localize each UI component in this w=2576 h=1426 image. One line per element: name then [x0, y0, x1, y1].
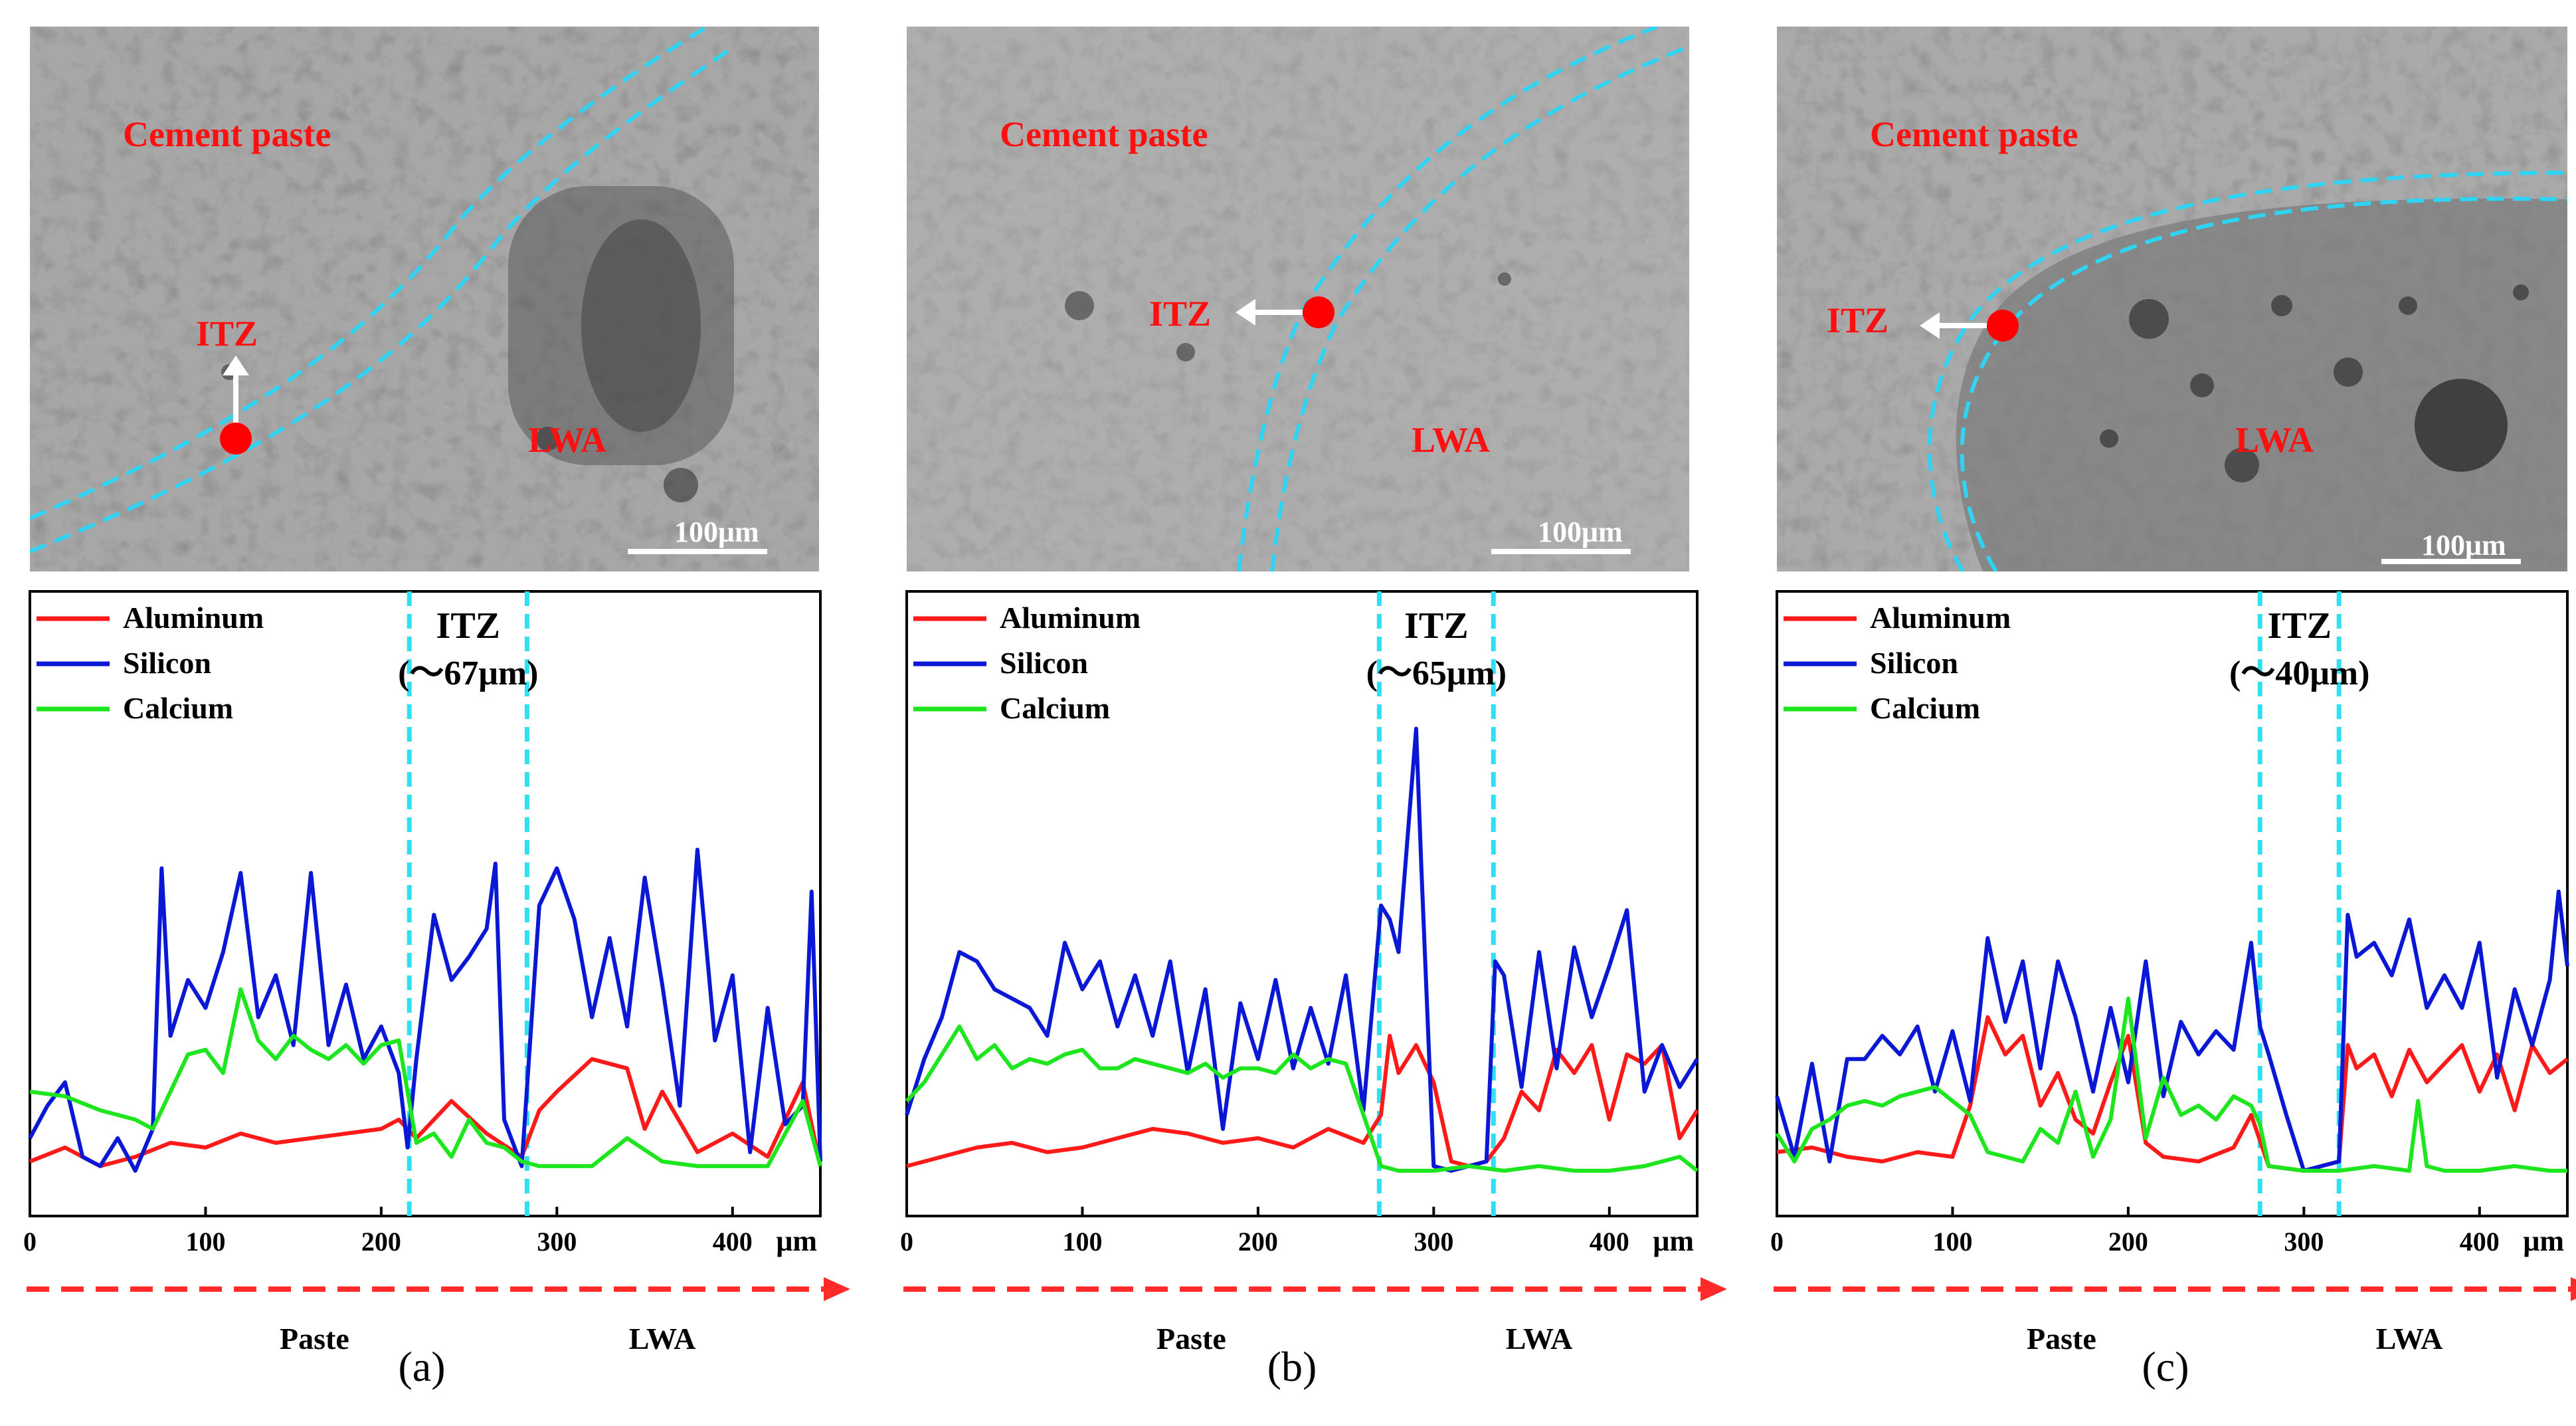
itz-marker-b: [1303, 296, 1334, 328]
plot-frame-c: [1776, 590, 2569, 1217]
sem-label-paste-b: Cement paste: [1000, 114, 1208, 154]
region-label-paste-b: Paste: [1156, 1322, 1226, 1356]
sem-scale-bar-a: 100μm: [674, 516, 759, 548]
x-tick-label-400-c: 400: [2460, 1227, 2500, 1257]
sem-label-itz-b: ITZ: [1149, 294, 1211, 334]
series-line-aluminum-a: [29, 1057, 822, 1168]
itz-marker-a: [220, 423, 252, 455]
series-line-aluminum-b: [906, 1033, 1699, 1168]
sem-micrograph-c: Cement paste ITZ LWA 100μm: [1777, 27, 2567, 571]
itz-width-label-a: (～67μm): [398, 655, 538, 692]
legend-label-silicon-a: Silicon: [123, 646, 211, 680]
series-line-calcium-a: [29, 987, 822, 1168]
sem-label-lwa-b: LWA: [1412, 420, 1490, 460]
x-tick-label-200-a: 200: [361, 1227, 401, 1257]
sem-label-lwa-a: LWA: [528, 420, 606, 460]
legend-label-calcium-b: Calcium: [1000, 691, 1110, 725]
plot-frame-b: [905, 590, 1699, 1217]
itz-width-label-c: (～40μm): [2229, 655, 2369, 692]
region-label-lwa-c: LWA: [2376, 1322, 2443, 1356]
x-tick-label-0-b: 0: [900, 1227, 913, 1257]
line-scan-chart-b: Aluminum Silicon Calcium ITZ (～65μm) 0 100 200 3…: [900, 590, 1727, 1356]
series-line-silicon-a: [28, 847, 822, 1173]
sem-image-b: Cement paste ITZ LWA 100μm: [907, 27, 1689, 571]
line-scan-chart-c: Aluminum Silicon Calcium ITZ (～40μm) 0 100 200 3…: [1770, 590, 2576, 1356]
panel-caption-b: (b): [1267, 1343, 1317, 1390]
x-tick-label-100-b: 100: [1062, 1227, 1102, 1257]
sem-scale-bar-b: 100μm: [1538, 516, 1623, 548]
sem-micrograph-a: Cement paste ITZ LWA 100μm: [30, 27, 819, 571]
sem-label-lwa-c: LWA: [2235, 420, 2314, 460]
panel-caption-a: (a): [398, 1343, 446, 1390]
series-line-calcium-c: [1775, 996, 2567, 1173]
x-unit-label-c: μm: [2523, 1225, 2564, 1257]
x-unit-label-a: μm: [776, 1225, 817, 1257]
sem-micrograph-b: Cement paste ITZ LWA 100μm: [907, 27, 1689, 571]
x-tick-label-300-b: 300: [1414, 1227, 1453, 1257]
legend-label-calcium-c: Calcium: [1870, 691, 1980, 725]
legend-label-calcium-a: Calcium: [123, 691, 233, 725]
x-tick-label-0-a: 0: [23, 1227, 37, 1257]
direction-arrow-head-c: [2571, 1277, 2576, 1301]
series-line-calcium-b: [905, 1024, 1699, 1173]
itz-marker-c: [1987, 310, 2019, 342]
sem-label-itz-a: ITZ: [196, 314, 258, 354]
x-tick-label-400-b: 400: [1590, 1227, 1629, 1257]
sem-label-paste-a: Cement paste: [123, 114, 331, 154]
x-tick-label-300-a: 300: [537, 1227, 577, 1257]
legend-label-silicon-b: Silicon: [1000, 646, 1088, 680]
itz-label-c: ITZ: [2267, 605, 2332, 647]
region-label-lwa-b: LWA: [1506, 1322, 1573, 1356]
panel-caption-c: (c): [2142, 1343, 2189, 1390]
line-scan-chart-a: Aluminum Silicon Calcium ITZ (～67μm) 0 100 200 3…: [23, 590, 850, 1356]
itz-label-b: ITZ: [1404, 605, 1469, 647]
sem-image-a: Cement paste ITZ LWA 100μm: [30, 27, 819, 571]
legend-label-aluminum-a: Aluminum: [123, 601, 264, 635]
series-line-silicon-c: [1775, 889, 2569, 1173]
series-line-silicon-b: [905, 726, 1699, 1173]
x-tick-label-400-a: 400: [713, 1227, 753, 1257]
sem-label-itz-c: ITZ: [1827, 300, 1888, 340]
direction-arrow-head-a: [824, 1277, 850, 1301]
x-tick-label-100-c: 100: [1932, 1227, 1972, 1257]
direction-arrow-head-b: [1701, 1277, 1727, 1301]
sem-label-paste-c: Cement paste: [1870, 114, 2078, 154]
x-tick-label-200-c: 200: [2108, 1227, 2148, 1257]
x-tick-label-0-c: 0: [1770, 1227, 1784, 1257]
x-unit-label-b: μm: [1653, 1225, 1694, 1257]
sem-scale-bar-c: 100μm: [2421, 529, 2506, 561]
region-label-paste-c: Paste: [2027, 1322, 2096, 1356]
legend-label-aluminum-b: Aluminum: [1000, 601, 1141, 635]
itz-label-a: ITZ: [436, 605, 501, 647]
x-tick-label-200-b: 200: [1238, 1227, 1278, 1257]
itz-width-label-b: (～65μm): [1366, 655, 1507, 692]
legend-label-aluminum-c: Aluminum: [1870, 601, 2011, 635]
x-tick-label-300-c: 300: [2284, 1227, 2324, 1257]
x-tick-label-100-a: 100: [185, 1227, 225, 1257]
sem-image-c: Cement paste ITZ LWA 100μm: [1777, 27, 2567, 571]
region-label-paste-a: Paste: [280, 1322, 349, 1356]
legend-label-silicon-c: Silicon: [1870, 646, 1958, 680]
region-label-lwa-a: LWA: [629, 1322, 696, 1356]
